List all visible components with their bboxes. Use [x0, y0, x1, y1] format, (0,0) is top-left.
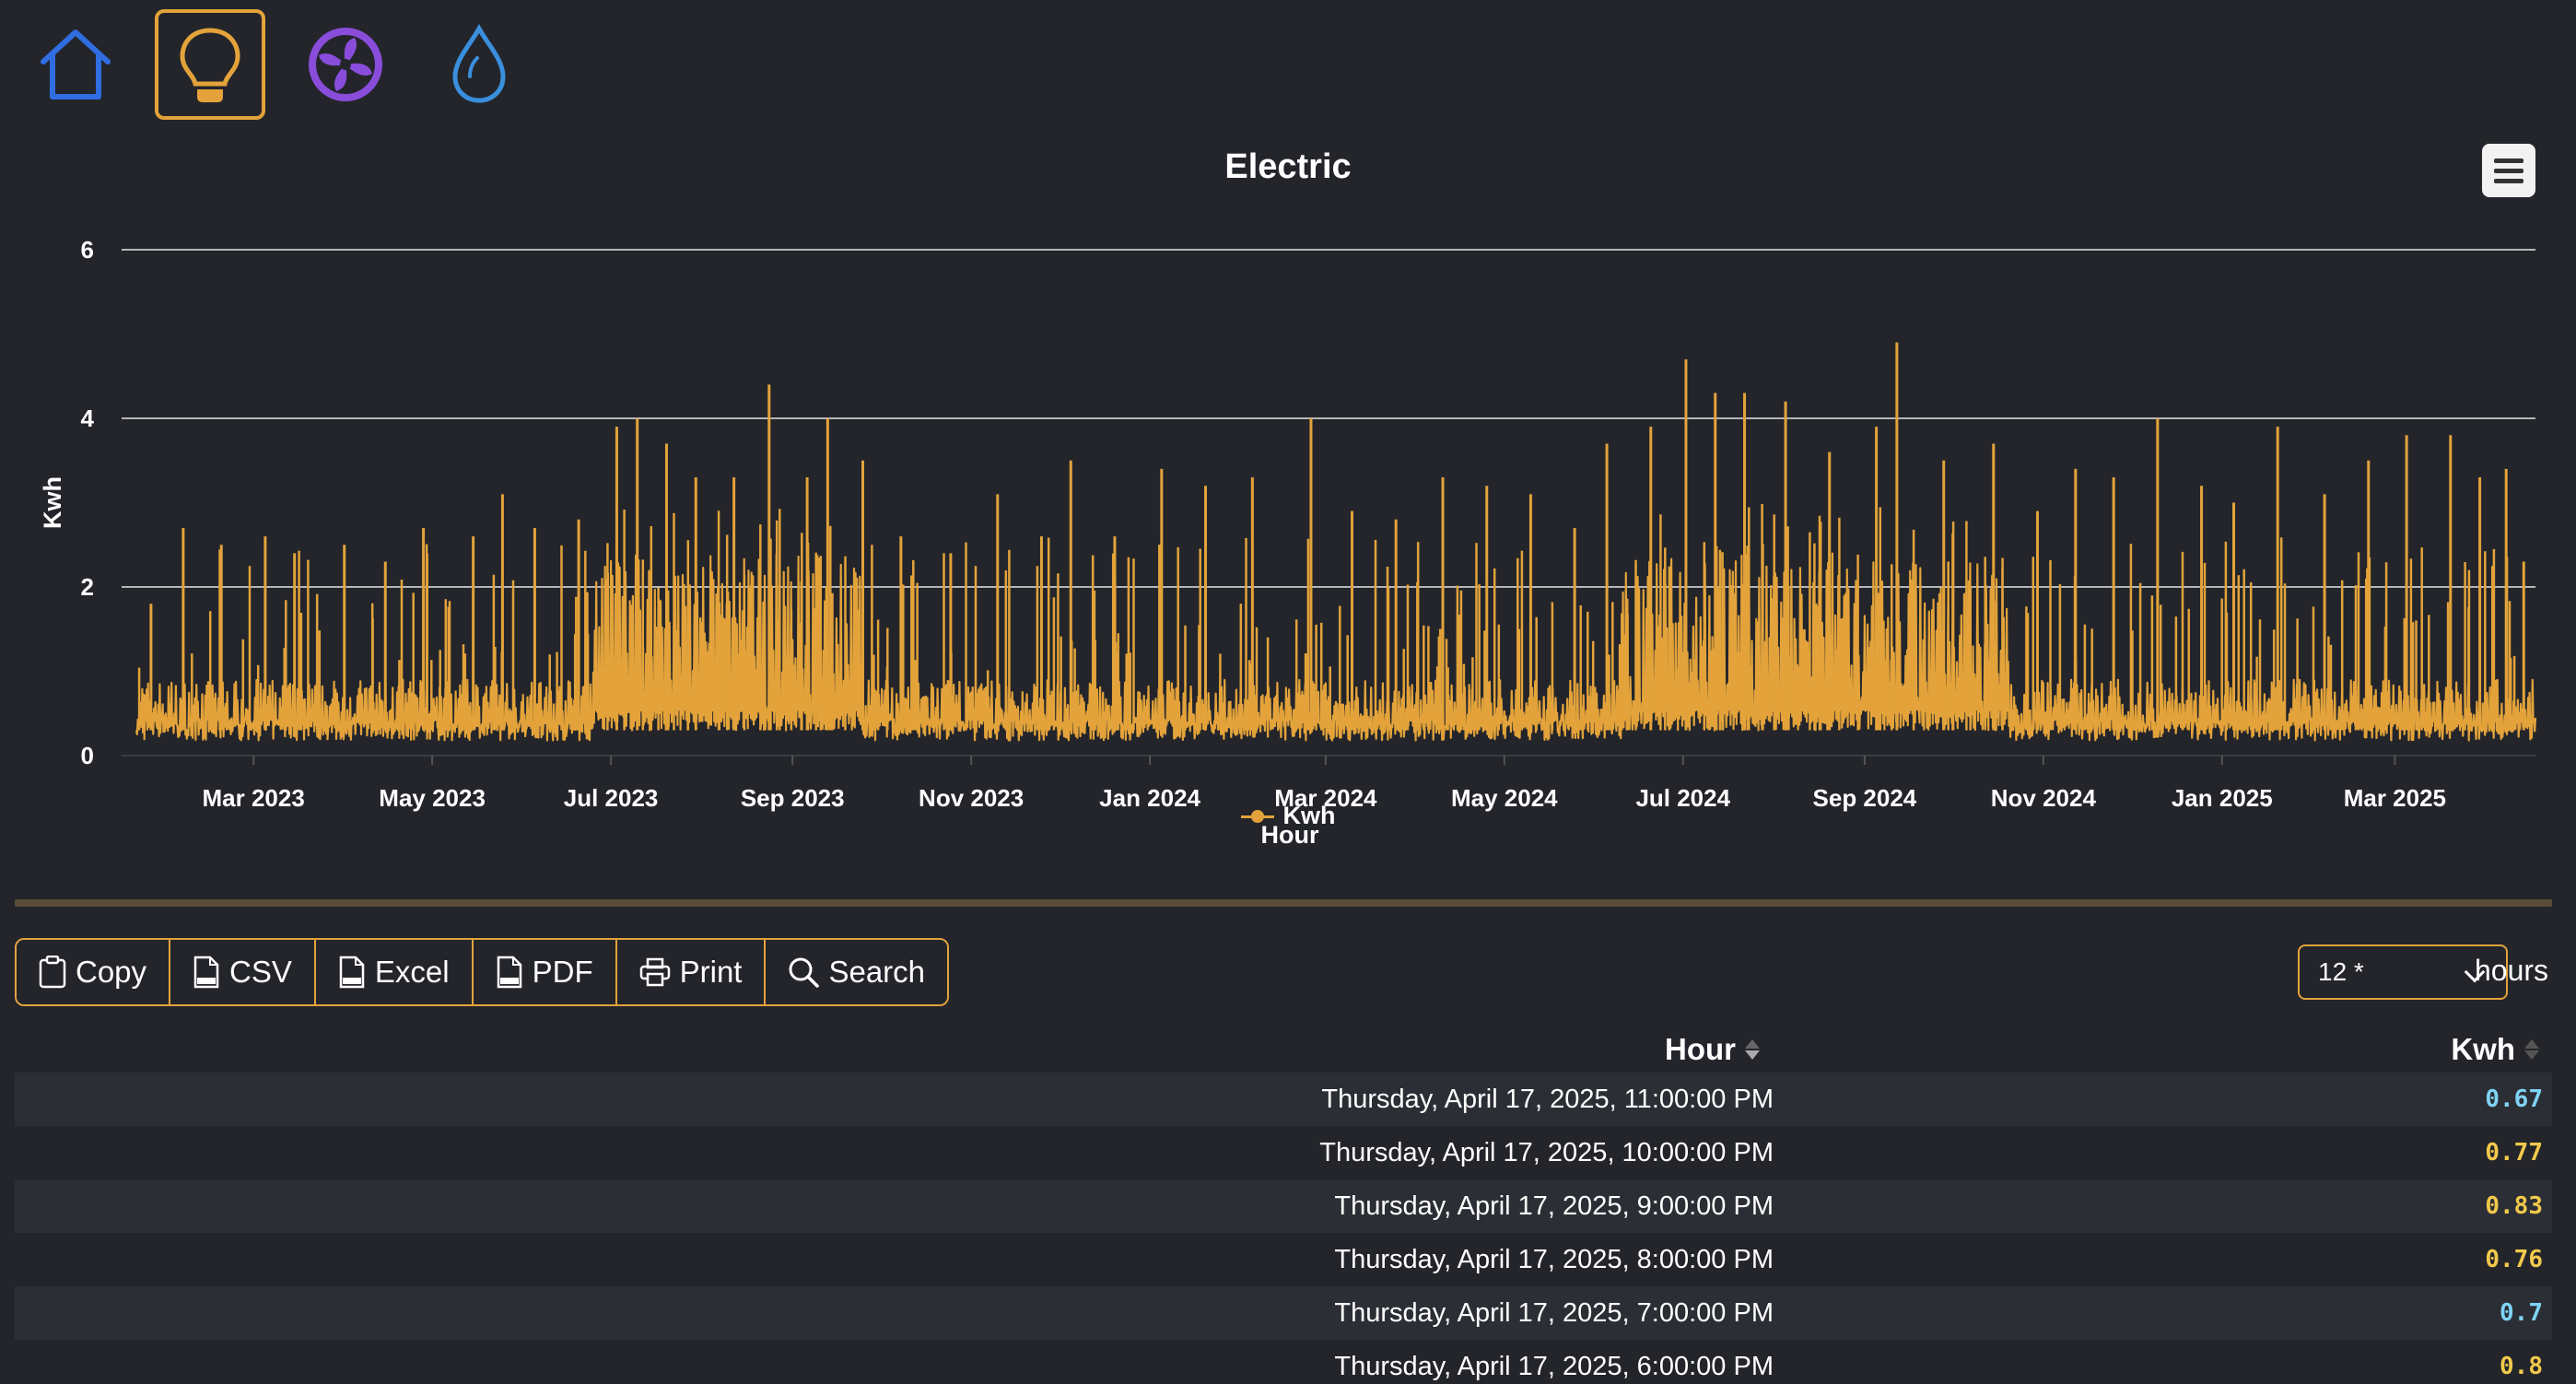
table-row[interactable]: Thursday, April 17, 2025, 9:00:00 PM 0.83 — [15, 1179, 2552, 1233]
x-tick-label: Sep 2023 — [741, 784, 845, 812]
x-tick-label: Jan 2025 — [2172, 784, 2273, 812]
cell-hour: Thursday, April 17, 2025, 9:00:00 PM — [1334, 1191, 1774, 1221]
hours-unit-label: hours — [2475, 954, 2549, 987]
nav-home-button[interactable] — [20, 9, 131, 120]
table-row[interactable]: Thursday, April 17, 2025, 10:00:00 PM 0.7… — [15, 1126, 2552, 1179]
nav-water-button[interactable] — [424, 9, 534, 120]
pdf-label: PDF — [532, 955, 593, 989]
hours-range-value: 12 * — [2318, 957, 2364, 986]
csv-label: CSV — [229, 955, 292, 989]
y-tick-label: 6 — [81, 236, 94, 264]
x-tick-label: Sep 2024 — [1813, 784, 1917, 812]
x-tick-label: Jul 2024 — [1635, 784, 1730, 812]
table-header: Hour Kwh — [15, 1023, 2552, 1073]
x-tick-label: May 2023 — [379, 784, 486, 812]
excel-label: Excel — [374, 955, 450, 989]
search-button[interactable]: Search — [766, 940, 948, 1004]
export-toolbar: Copy CSV Excel PDF Print Search — [15, 938, 950, 1006]
y-tick-label: 0 — [81, 742, 94, 769]
water-drop-icon — [452, 23, 506, 103]
xlsx-file-icon — [339, 956, 365, 989]
lightbulb-icon — [180, 28, 240, 102]
copy-button[interactable]: Copy — [17, 940, 171, 1004]
copy-label: Copy — [76, 955, 147, 989]
csv-file-icon — [193, 956, 219, 989]
csv-button[interactable]: CSV — [170, 940, 316, 1004]
table-body: Thursday, April 17, 2025, 11:00:00 PM 0.6… — [15, 1073, 2552, 1384]
table-row[interactable]: Thursday, April 17, 2025, 7:00:00 PM 0.7 — [15, 1286, 2552, 1340]
cell-kwh: 0.77 — [2485, 1139, 2543, 1167]
y-tick-label: 4 — [81, 405, 95, 432]
hours-range-select[interactable]: 12 * — [2298, 944, 2508, 1000]
cell-hour: Thursday, April 17, 2025, 7:00:00 PM — [1334, 1298, 1774, 1328]
cell-hour: Thursday, April 17, 2025, 6:00:00 PM — [1334, 1352, 1774, 1381]
column-header-kwh[interactable]: Kwh — [2451, 1032, 2539, 1067]
search-label: Search — [828, 955, 926, 989]
x-tick-label: Nov 2023 — [919, 784, 1024, 812]
cell-kwh: 0.83 — [2485, 1192, 2543, 1220]
x-tick-label: Mar 2025 — [2344, 784, 2446, 812]
table-row[interactable]: Thursday, April 17, 2025, 11:00:00 PM 0.6… — [15, 1073, 2552, 1126]
excel-button[interactable]: Excel — [315, 940, 474, 1004]
x-tick-label: Mar 2024 — [1274, 784, 1377, 812]
section-divider — [15, 899, 2552, 907]
series-line-kwh — [135, 552, 2537, 742]
cell-kwh: 0.7 — [2500, 1299, 2543, 1327]
top-nav — [0, 0, 645, 129]
sort-icon — [2524, 1039, 2539, 1060]
x-tick-label: May 2024 — [1451, 784, 1558, 812]
x-tick-label: Nov 2024 — [1991, 784, 2097, 812]
sort-icon — [1745, 1039, 1760, 1060]
legend-marker-icon — [1240, 807, 1274, 826]
cell-kwh: 0.67 — [2485, 1085, 2543, 1113]
pdf-button[interactable]: PDF — [473, 940, 617, 1004]
cell-hour: Thursday, April 17, 2025, 11:00:00 PM — [1321, 1085, 1774, 1114]
x-axis-label: Hour — [1261, 821, 1319, 849]
print-button[interactable]: Print — [616, 940, 767, 1004]
chart-legend[interactable]: Kwh — [0, 802, 2576, 830]
nav-electric-button[interactable] — [155, 9, 265, 120]
column-header-kwh-label: Kwh — [2451, 1032, 2515, 1066]
x-tick-label: Jul 2023 — [564, 784, 659, 812]
y-tick-label: 2 — [81, 573, 94, 601]
clipboard-icon — [39, 956, 66, 989]
table-row[interactable]: Thursday, April 17, 2025, 6:00:00 PM 0.8 — [15, 1340, 2552, 1384]
pdf-file-icon — [497, 956, 521, 989]
legend-label: Kwh — [1282, 802, 1336, 829]
readings-table: Hour Kwh Thursday, April 17, 2025, 11:00… — [15, 1023, 2552, 1384]
table-row[interactable]: Thursday, April 17, 2025, 8:00:00 PM 0.76 — [15, 1233, 2552, 1286]
column-header-hour-label: Hour — [1665, 1032, 1736, 1066]
fan-icon — [309, 28, 382, 101]
x-tick-label: Jan 2024 — [1099, 784, 1200, 812]
nav-hvac-button[interactable] — [290, 9, 401, 120]
search-icon — [789, 957, 820, 988]
cell-kwh: 0.76 — [2485, 1246, 2543, 1273]
chart-title: Electric — [1224, 147, 1352, 186]
printer-icon — [639, 957, 670, 987]
home-icon — [41, 29, 111, 100]
cell-hour: Thursday, April 17, 2025, 10:00:00 PM — [1319, 1138, 1774, 1167]
electric-chart: 0 2 4 6 Kwh Mar 2023 May 2023 Jul 2023 Sep 2023 N… — [0, 129, 2576, 866]
y-axis-label: Kwh — [39, 476, 66, 529]
x-tick-label: Mar 2023 — [203, 784, 305, 812]
column-header-hour[interactable]: Hour — [1665, 1032, 1760, 1067]
cell-kwh: 0.8 — [2500, 1353, 2543, 1380]
series-spikes-kwh — [137, 504, 2516, 731]
chart-canvas: 0 2 4 6 Kwh Mar 2023 May 2023 Jul 2023 Sep 2023 N… — [39, 236, 2537, 849]
cell-hour: Thursday, April 17, 2025, 8:00:00 PM — [1334, 1245, 1774, 1274]
print-label: Print — [679, 955, 743, 989]
hamburger-menu-icon[interactable] — [2482, 144, 2535, 197]
